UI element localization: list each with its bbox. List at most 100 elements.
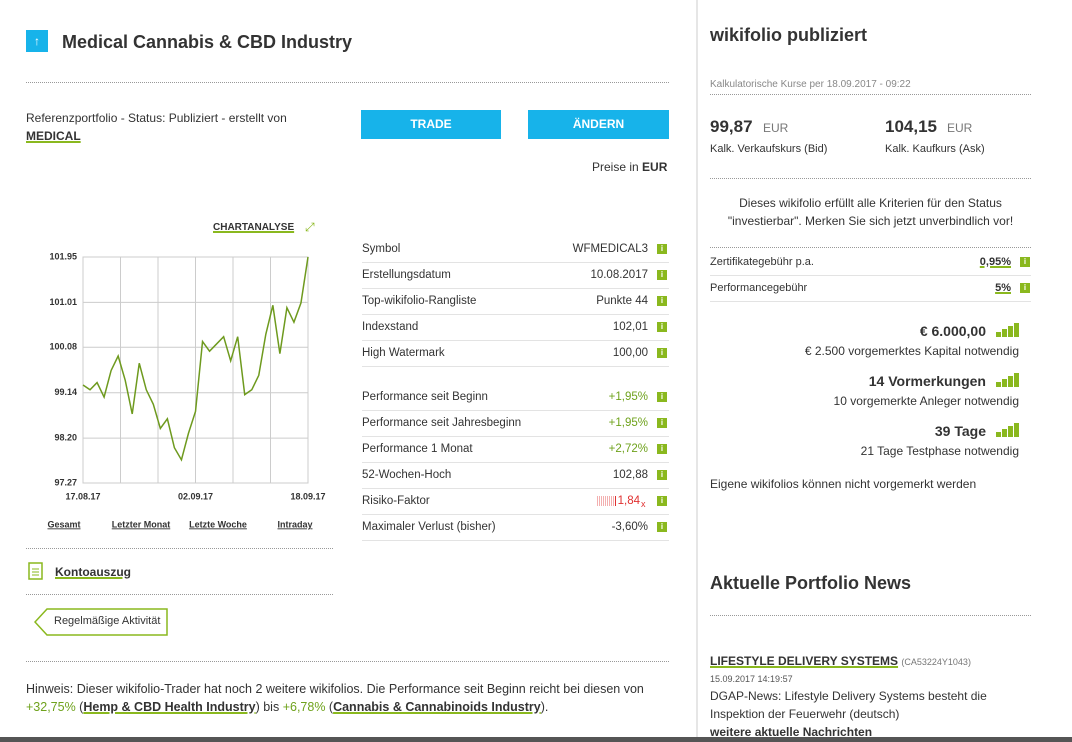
- author[interactable]: MEDICAL: [26, 129, 81, 143]
- stat-value: 100,00: [612, 347, 648, 359]
- stat-value: +1,95%: [608, 417, 648, 429]
- info-icon[interactable]: i: [657, 470, 667, 480]
- range-link[interactable]: Letzter Monat: [112, 519, 171, 529]
- hint-perf: +32,75%: [26, 700, 76, 714]
- status-bar: [1014, 423, 1019, 437]
- status-bar: [996, 432, 1001, 437]
- fee-value[interactable]: 0,95%: [979, 256, 1011, 268]
- chart: 97.27 98.20 99.14 100.08 101.01 101.95 17.08.1…: [47, 251, 325, 529]
- stat-value: 10.08.2017: [590, 269, 648, 281]
- row-line: [362, 262, 669, 263]
- status-bar: [1002, 329, 1007, 337]
- status-title: wikifolio publiziert: [710, 25, 867, 45]
- x-tick-label: 18.09.17: [290, 491, 325, 501]
- row-line: [362, 436, 669, 437]
- info-icon[interactable]: i: [657, 296, 667, 306]
- status-bar: [1014, 323, 1019, 337]
- own-note: Eigene wikifolios können nicht vorgemerk…: [710, 477, 977, 491]
- y-tick-label: 98.20: [54, 432, 77, 442]
- stat-value: Punkte 44: [596, 295, 648, 307]
- hint-link[interactable]: Cannabis & Cannabinoids Industry: [333, 700, 541, 714]
- stat-label: High Watermark: [362, 347, 445, 359]
- range-link[interactable]: Intraday: [277, 519, 312, 529]
- prices-in: Preise in EUR: [592, 159, 667, 175]
- range-link[interactable]: Gesamt: [47, 519, 80, 529]
- risk-bar: [609, 496, 610, 506]
- info-icon[interactable]: i: [1020, 257, 1030, 267]
- invest-text: "investierbar". Merken Sie sich jetzt un…: [727, 214, 1014, 228]
- hint: Hinweis: Dieser wikifolio-Trader hat noc…: [26, 680, 676, 716]
- info-icon[interactable]: i: [657, 522, 667, 532]
- info-icon[interactable]: i: [657, 348, 667, 358]
- stat-value: -3,60%: [611, 521, 648, 533]
- title: Medical Cannabis & CBD Industry: [62, 32, 353, 52]
- stat-label: Symbol: [362, 243, 401, 255]
- criteria-main: 39 Tage: [934, 423, 986, 439]
- risk-bar: [597, 496, 598, 506]
- chartanalyse-link[interactable]: CHARTANALYSE: [213, 222, 295, 233]
- expand-icon[interactable]: ⤢: [305, 220, 315, 234]
- y-tick-label: 101.01: [49, 297, 77, 307]
- stat-label: 52-Wochen-Hoch: [362, 469, 452, 481]
- hint-text: ) bis: [255, 700, 283, 714]
- stat-value: +1,95%: [608, 391, 648, 403]
- info-icon[interactable]: i: [657, 496, 667, 506]
- kontoauszug-link[interactable]: Kontoauszug: [55, 565, 131, 579]
- row-line: [362, 514, 669, 515]
- row-line: [710, 301, 1031, 302]
- more-news[interactable]: weitere aktuelle Nachrichten: [710, 725, 873, 739]
- info-icon[interactable]: i: [1020, 283, 1030, 293]
- info-icon[interactable]: i: [657, 270, 667, 280]
- risk-bar: [599, 496, 600, 506]
- stat-label: Performance 1 Monat: [362, 443, 473, 455]
- row-line: [362, 488, 669, 489]
- status-bar: [1008, 326, 1013, 337]
- criteria-main: € 6.000,00: [919, 323, 986, 339]
- range-link[interactable]: Letzte Woche: [189, 519, 247, 529]
- currency: EUR: [642, 160, 668, 174]
- hint-text: ).: [540, 700, 549, 714]
- news-company[interactable]: LIFESTYLE DELIVERY SYSTEMS: [710, 654, 899, 668]
- bid-currency: EUR: [763, 121, 789, 135]
- risk-bar: [601, 496, 602, 506]
- status-bar: [1008, 426, 1013, 437]
- trade-button[interactable]: TRADE: [361, 110, 501, 139]
- hint-link[interactable]: Hemp & CBD Health Industry: [83, 700, 256, 714]
- row-line: [362, 366, 669, 367]
- news-isin: (CA53224Y1043): [901, 657, 971, 667]
- stat-value: 102,88: [612, 469, 648, 481]
- info-icon[interactable]: i: [657, 444, 667, 454]
- doc-icon: [28, 562, 43, 580]
- ask-label: Kalk. Kaufkurs (Ask): [885, 143, 985, 155]
- status-bar: [1008, 376, 1013, 387]
- news-text[interactable]: Inspektion der Feuerwehr (deutsch): [710, 707, 900, 721]
- y-tick-label: 99.14: [54, 387, 77, 397]
- fee-label: Zertifikategebühr p.a.: [710, 256, 814, 268]
- info-icon[interactable]: i: [657, 418, 667, 428]
- divider: [696, 0, 698, 742]
- stat-label: Risiko-Faktor: [362, 495, 430, 507]
- activity-label: Regelmäßige Aktivität: [54, 615, 161, 627]
- row-line: [362, 314, 669, 315]
- info-icon[interactable]: i: [657, 244, 667, 254]
- separator: [710, 615, 1031, 616]
- separator: [710, 178, 1031, 179]
- risk-bar: [603, 496, 604, 506]
- hint-text: (: [75, 700, 84, 714]
- hint-perf: +6,78%: [282, 700, 326, 714]
- up-icon: ↑: [26, 30, 48, 52]
- stat-value: WFMEDICAL3: [572, 243, 648, 255]
- news-text[interactable]: DGAP-News: Lifestyle Delivery Systems be…: [710, 689, 987, 703]
- criteria-sub: 10 vorgemerkte Anleger notwendig: [833, 394, 1019, 408]
- change-button[interactable]: ÄNDERN: [528, 110, 669, 139]
- stat-label: Indexstand: [362, 321, 419, 333]
- status-bar: [1002, 379, 1007, 387]
- risk-bar: [607, 496, 608, 506]
- ask-value: 104,15: [885, 117, 937, 136]
- fee-value[interactable]: 5%: [995, 282, 1011, 294]
- info-icon[interactable]: i: [657, 392, 667, 402]
- criteria-main: 14 Vormerkungen: [868, 373, 986, 389]
- info-icon[interactable]: i: [657, 322, 667, 332]
- hint-text: (: [325, 700, 334, 714]
- separator: [710, 247, 1031, 248]
